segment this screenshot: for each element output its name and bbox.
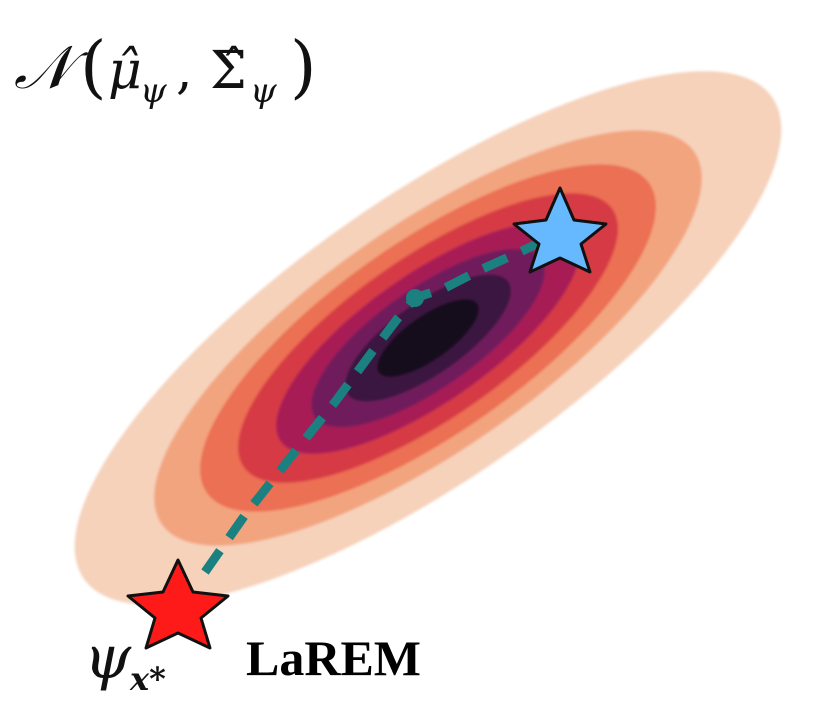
normal-symbol: 𝒩 <box>14 33 89 103</box>
close-paren: ) <box>290 28 317 107</box>
distribution-label: 𝒩 ( μ̂ ψ , Σ̂ ψ ) <box>14 28 317 111</box>
mean-dot <box>406 289 424 307</box>
gaussian-contours <box>74 71 782 605</box>
sigma-hat: Σ̂ <box>210 41 247 101</box>
psi-subscript: x* <box>129 660 166 698</box>
psi-symbol: ψ <box>84 623 132 693</box>
mu-subscript: ψ <box>140 71 167 111</box>
start-label: ψ x* LaREM <box>84 623 421 698</box>
end-star <box>512 186 608 274</box>
method-label: LaREM <box>246 630 421 686</box>
comma: , <box>176 41 193 101</box>
optimization-path <box>201 235 547 575</box>
open-paren: ( <box>80 28 107 107</box>
start-star <box>126 558 230 650</box>
contour-level-8 <box>377 299 479 377</box>
sigma-subscript: ψ <box>250 71 277 111</box>
mu-hat: μ̂ <box>108 41 142 101</box>
